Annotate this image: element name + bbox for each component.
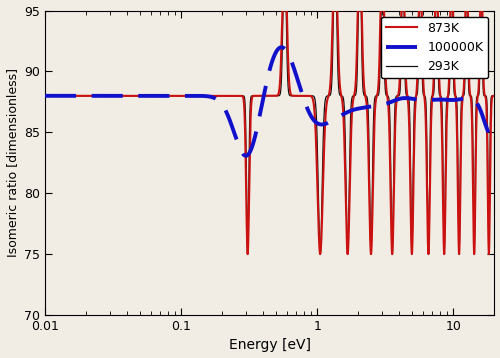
100000K bbox=[60, 94, 66, 98]
873K bbox=[492, 94, 498, 98]
293K bbox=[130, 94, 136, 98]
Legend: 873K, 100000K, 293K: 873K, 100000K, 293K bbox=[381, 17, 488, 78]
100000K bbox=[278, 45, 284, 49]
873K bbox=[69, 94, 75, 98]
X-axis label: Energy [eV]: Energy [eV] bbox=[228, 338, 310, 352]
Line: 100000K: 100000K bbox=[45, 47, 494, 156]
293K bbox=[262, 94, 268, 98]
100000K bbox=[492, 132, 498, 137]
100000K bbox=[130, 94, 136, 98]
293K bbox=[69, 94, 75, 98]
293K bbox=[280, 8, 286, 13]
873K bbox=[130, 94, 136, 98]
100000K bbox=[243, 154, 249, 158]
100000K bbox=[69, 94, 75, 98]
293K bbox=[492, 94, 498, 98]
Line: 873K: 873K bbox=[45, 10, 494, 254]
293K bbox=[368, 252, 374, 256]
873K bbox=[262, 94, 268, 98]
100000K bbox=[262, 88, 268, 93]
873K bbox=[468, 95, 473, 100]
100000K bbox=[42, 94, 48, 98]
873K bbox=[44, 94, 50, 98]
100000K bbox=[44, 94, 50, 98]
Line: 293K: 293K bbox=[45, 10, 494, 254]
100000K bbox=[468, 97, 473, 101]
873K bbox=[280, 8, 285, 13]
Y-axis label: Isomeric ratio [dimensionless]: Isomeric ratio [dimensionless] bbox=[6, 68, 18, 257]
293K bbox=[468, 94, 473, 98]
873K bbox=[368, 252, 374, 256]
293K bbox=[42, 94, 48, 98]
873K bbox=[42, 94, 48, 98]
293K bbox=[60, 94, 66, 98]
873K bbox=[60, 94, 66, 98]
293K bbox=[44, 94, 50, 98]
